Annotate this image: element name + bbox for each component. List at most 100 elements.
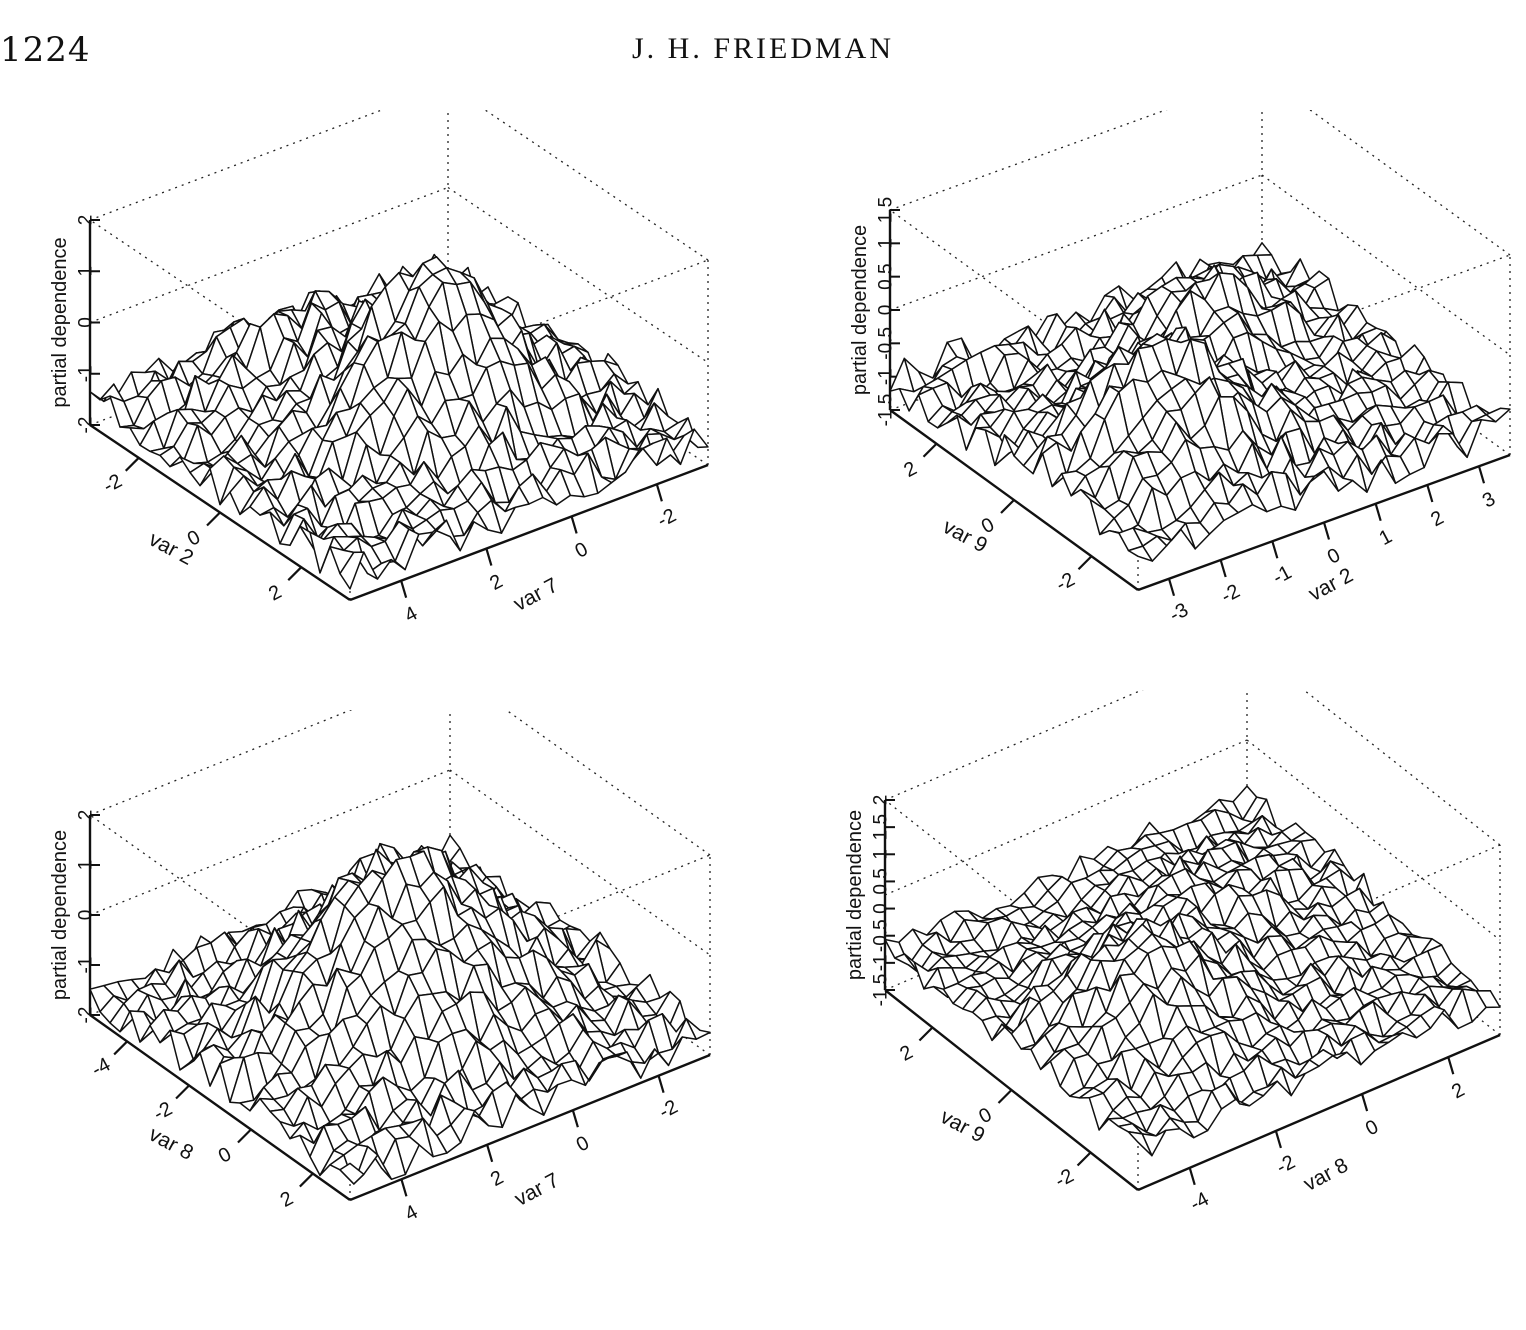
z-tick-label: 2 — [76, 215, 97, 226]
surface-mesh — [889, 242, 1511, 562]
right-axis-tick — [1361, 1093, 1369, 1112]
right-axis-tick — [571, 1109, 579, 1128]
right-axis-tick-label: -2 — [1218, 580, 1244, 608]
right-axis-tick — [1477, 465, 1486, 484]
z-tick-label: 0 — [76, 317, 97, 328]
left-axis-tick-label: 2 — [896, 1041, 916, 1066]
left-axis-tick-label: -4 — [88, 1054, 114, 1082]
z-tick-label: 1 — [76, 860, 97, 871]
z-tick-label: 2 — [76, 810, 97, 821]
right-axis-tick — [655, 483, 663, 502]
left-axis-tick — [113, 1040, 128, 1056]
right-axis-tick — [570, 516, 578, 534]
left-axis-line — [89, 1014, 351, 1201]
right-axis-tick — [400, 1178, 408, 1197]
z-tick-label: -0.5 — [876, 327, 897, 360]
right-axis-tick — [485, 548, 493, 566]
z-tick-label: -1 — [76, 365, 97, 382]
right-axis-tick — [1426, 484, 1434, 503]
z-tick-label: 0 — [876, 305, 897, 316]
z-tick-label: 0.5 — [871, 868, 892, 894]
left-axis-tick-label: 2 — [900, 457, 920, 482]
left-axis-tick — [299, 1172, 314, 1188]
left-axis-tick — [922, 442, 938, 458]
left-axis-tick-label: -2 — [1052, 568, 1078, 596]
left-axis-tick-label: -2 — [1052, 1165, 1078, 1193]
right-axis-label: var 8 — [1300, 1154, 1352, 1196]
left-axis-tick — [237, 1128, 252, 1144]
right-axis-tick-label: 4 — [401, 1201, 421, 1226]
right-axis-tick-label: 0 — [573, 1132, 593, 1157]
z-axis-label: partial dependence — [49, 237, 71, 407]
z-axis-label: partial dependence — [849, 225, 871, 395]
right-axis-tick-label: 0 — [1324, 544, 1344, 569]
z-tick-label: 2 — [871, 795, 892, 806]
running-head: 1224 J. H. FRIEDMAN — [0, 30, 1526, 74]
z-tick-label: -1 — [876, 368, 897, 385]
page-number: 1224 — [0, 30, 91, 70]
right-axis-tick — [657, 1075, 665, 1094]
left-axis-tick — [997, 1089, 1013, 1104]
right-axis-tick-label: -2 — [654, 504, 680, 532]
left-axis-tick — [918, 1026, 934, 1042]
z-tick-label: -0.5 — [871, 919, 892, 952]
right-axis-tick — [1447, 1056, 1455, 1075]
z-tick-label: -1 — [76, 957, 97, 974]
right-axis-line — [349, 463, 709, 602]
left-axis-tick — [206, 511, 221, 527]
right-axis-tick-label: -3 — [1166, 599, 1192, 627]
right-axis-tick-label: 2 — [1427, 507, 1447, 532]
right-axis-tick — [1374, 503, 1382, 522]
z-tick-label: 1.5 — [876, 197, 897, 223]
right-axis-tick — [1188, 1167, 1196, 1186]
right-axis-tick-label: 2 — [486, 570, 506, 595]
right-axis-tick-label: -2 — [656, 1096, 682, 1124]
right-axis-tick-label: -1 — [1269, 561, 1295, 589]
surface-mesh — [89, 834, 711, 1185]
right-axis-tick — [1167, 578, 1176, 597]
left-axis-tick-label: -2 — [100, 470, 126, 498]
right-axis-tick-label: 1 — [1376, 525, 1396, 550]
surface-mesh — [884, 785, 1501, 1157]
z-tick-label: 1 — [76, 266, 97, 277]
z-axis-label: partial dependence — [49, 830, 71, 1000]
z-tick-label: 0.5 — [876, 263, 897, 289]
right-axis-tick-label: 0 — [572, 538, 592, 563]
right-axis-tick — [1274, 1130, 1282, 1149]
right-axis-tick — [486, 1144, 494, 1163]
z-tick-label: 1.5 — [871, 814, 892, 840]
left-axis-tick-label: 2 — [265, 581, 285, 606]
right-axis-line — [349, 1053, 711, 1202]
right-axis-tick-label: -2 — [1273, 1151, 1299, 1179]
z-tick-label: 0 — [871, 903, 892, 914]
right-axis-tick-label: 4 — [401, 602, 421, 627]
left-axis-tick — [1077, 555, 1093, 571]
z-tick-label: -1 — [871, 954, 892, 971]
z-tick-label: 1 — [876, 238, 897, 249]
left-axis-tick — [1076, 1151, 1092, 1167]
right-axis-tick — [1322, 522, 1331, 540]
right-axis-tick-label: 2 — [1448, 1079, 1468, 1104]
left-axis-tick-label: -2 — [150, 1098, 176, 1126]
z-axis-label: partial dependence — [844, 810, 866, 980]
surface-plot-var8-var7: -2 -1 0 1 2 partial dependence -4 -2 0 2 4 2 0 -2 var … — [20, 710, 780, 1330]
right-axis-tick-label: 2 — [487, 1166, 507, 1191]
right-axis-tick — [1219, 559, 1227, 578]
z-tick-label: 0 — [76, 910, 97, 921]
z-tick-label: 1 — [871, 849, 892, 860]
right-axis-label: var 7 — [510, 574, 562, 616]
z-tick-label: -1.5 — [871, 974, 892, 1007]
z-tick-label: -2 — [76, 1007, 97, 1024]
surface-plot-var9-var2: -1.5 -1 -0.5 0 0.5 1 1.5 partial dependence 2 0 -2… — [780, 110, 1526, 730]
left-axis-tick — [287, 566, 303, 581]
left-axis-tick-label: 2 — [277, 1187, 297, 1212]
right-axis-tick-label: -4 — [1187, 1188, 1213, 1216]
right-axis-tick-label: 0 — [1362, 1116, 1382, 1141]
z-tick-label: -1.5 — [876, 394, 897, 427]
left-axis-tick — [175, 1084, 190, 1100]
right-axis-tick — [400, 580, 408, 599]
